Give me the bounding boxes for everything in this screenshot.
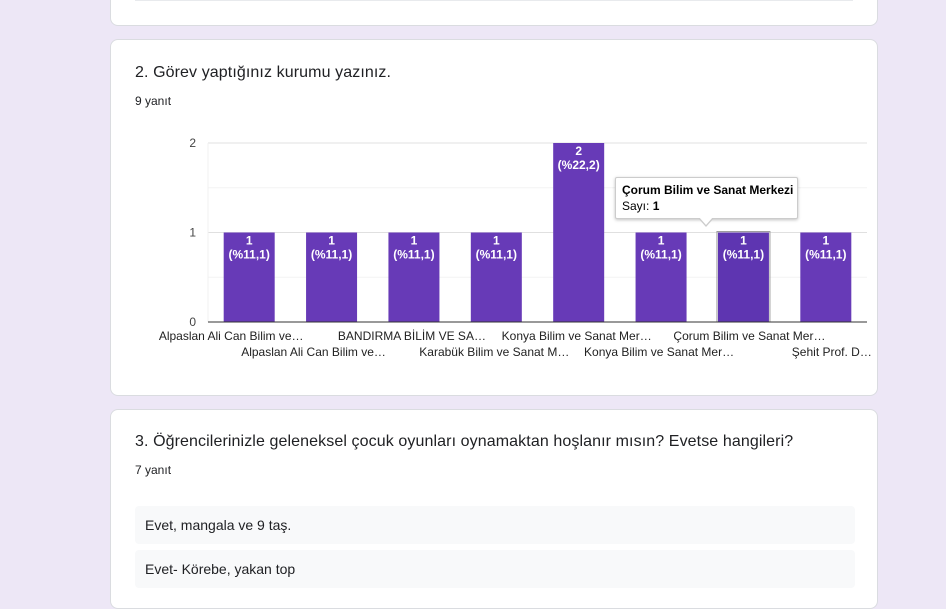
divider [135,0,853,1]
bar-chart[interactable]: 0121(%11,1)1(%11,1)1(%11,1)1(%11,1)2(%22… [111,40,879,397]
bar-value-label: 1 [493,234,500,248]
answer-item: Evet- Körebe, yakan top [135,550,855,588]
x-category-label: Konya Bilim ve Sanat Mer… [584,345,734,359]
bar[interactable] [800,232,852,323]
bar[interactable] [717,232,769,323]
x-category-label: Karabük Bilim ve Sanat M… [419,345,569,359]
bar-value-label: 2 [575,144,582,158]
bar[interactable] [553,143,605,322]
bar-percent-label: (%11,1) [311,248,352,262]
y-tick-label: 2 [189,136,196,150]
x-category-label: Alpaslan Ali Can Bilim ve… [159,329,304,343]
bar-percent-label: (%11,1) [723,248,764,262]
x-category-label: Konya Bilim ve Sanat Mer… [502,329,652,343]
bar[interactable] [223,232,275,323]
bar-percent-label: (%11,1) [229,248,270,262]
bar-value-label: 1 [246,234,253,248]
tooltip-count-value: 1 [652,199,660,213]
question-title: 3. Öğrencilerinizle geleneksel çocuk oyu… [135,433,794,450]
bar-percent-label: (%11,1) [640,248,681,262]
x-category-label: Çorum Bilim ve Sanat Mer… [673,329,825,343]
bar-value-label: 1 [822,234,829,248]
bar[interactable] [306,232,358,323]
bar-percent-label: (%11,1) [805,248,846,262]
tooltip-title: Çorum Bilim ve Sanat Merkezi [622,183,794,197]
response-count: 9 yanıt [135,94,172,108]
question-3-card: 3. Öğrencilerinizle geleneksel çocuk oyu… [110,409,878,609]
bar-percent-label: (%22,2) [558,158,600,172]
y-tick-label: 1 [189,226,196,240]
bar-value-label: 1 [658,234,665,248]
response-count: 7 yanıt [135,463,172,477]
x-category-label: Şehit Prof. D… [792,345,872,359]
question-title: 2. Görev yaptığınız kurumu yazınız. [135,64,392,81]
bar[interactable] [635,232,687,323]
bar-percent-label: (%11,1) [393,248,434,262]
bar[interactable] [470,232,522,323]
answer-item: Evet, mangala ve 9 taş. [135,506,855,544]
x-category-label: BANDIRMA BİLİM VE SA… [338,329,486,343]
tooltip-count-label: Sayı: [622,199,650,213]
y-tick-label: 0 [189,315,196,329]
previous-question-card [110,0,878,26]
question-2-card: 2. Görev yaptığınız kurumu yazınız. 9 ya… [110,39,878,396]
x-category-label: Alpaslan Ali Can Bilim ve… [241,345,386,359]
bar-value-label: 1 [411,234,418,248]
tooltip-pointer [698,217,714,227]
bar[interactable] [388,232,440,323]
bar-value-label: 1 [328,234,335,248]
bar-value-label: 1 [740,234,747,248]
bar-percent-label: (%11,1) [476,248,517,262]
chart-tooltip: Çorum Bilim ve Sanat Merkezi Sayı: 1 [615,177,798,227]
